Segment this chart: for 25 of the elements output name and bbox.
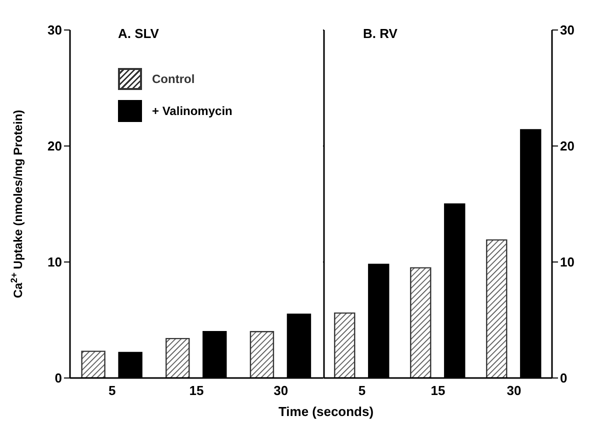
y-tick-label: 10 [48,254,62,270]
y-tick-label: 0 [560,370,568,386]
bar [81,350,106,378]
x-tick-label: 30 [274,383,288,398]
y-tick-label: 20 [48,138,62,154]
bar [410,267,432,378]
y-tick-label: 30 [48,22,62,38]
x-tick-label: 5 [358,383,366,398]
chart-title: A. SLV [118,26,159,41]
chart-title: B. RV [363,26,398,41]
x-tick-label: 5 [108,383,116,398]
y-tick-label: 0 [54,370,62,386]
x-tick-label: 15 [189,383,204,398]
y-tick-label: 10 [560,254,574,270]
y-tick-label: 20 [560,138,574,154]
x-axis-title: Time (seconds) [277,404,375,419]
bar [334,312,356,378]
bar [250,331,274,378]
x-tick-label: 30 [506,383,522,398]
bar [166,338,190,378]
bar [486,239,508,378]
text: Control [152,72,195,86]
legend-label: + Valinomycin [152,104,232,118]
y-tick-label: 30 [560,22,574,38]
x-tick-label: 15 [430,383,446,398]
